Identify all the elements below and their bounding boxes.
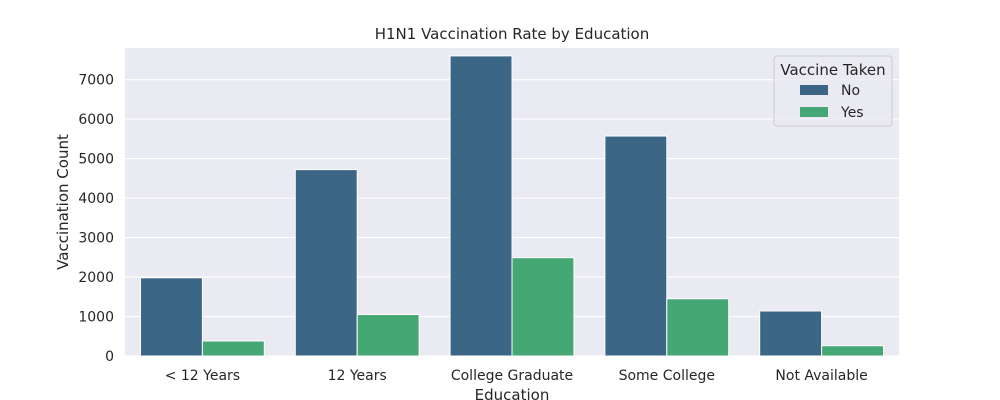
- y-tick-label: 4000: [78, 191, 114, 207]
- y-axis-label: Vaccination Count: [54, 134, 72, 270]
- y-tick-labels: 0 1000 2000 3000 4000 5000 6000 7000: [78, 73, 114, 365]
- bar-no-4: [759, 310, 823, 357]
- x-tick-label: College Graduate: [451, 368, 573, 384]
- x-tick-label: 12 Years: [328, 368, 387, 384]
- chart-title: H1N1 Vaccination Rate by Education: [375, 25, 650, 43]
- x-axis-label: Education: [475, 386, 550, 400]
- y-tick-label: 1000: [78, 310, 114, 326]
- legend-items: No Yes: [800, 83, 864, 121]
- x-tick-label: Some College: [619, 368, 715, 384]
- bar-yes-3: [666, 298, 730, 357]
- bar-yes-1: [356, 314, 420, 357]
- legend-label-no: No: [841, 83, 860, 99]
- y-tick-label: 3000: [78, 231, 114, 247]
- x-tick-labels: < 12 Years 12 Years College Graduate Some C…: [165, 368, 868, 384]
- bar-yes-0: [201, 340, 265, 357]
- bar-yes-4: [821, 345, 885, 357]
- y-tick-label: 5000: [78, 152, 114, 168]
- y-tick-label: 6000: [78, 112, 114, 128]
- x-tick-label: Not Available: [775, 368, 867, 384]
- bar-no-3: [604, 135, 668, 357]
- bars: [139, 55, 885, 357]
- y-tick-label: 0: [105, 349, 114, 365]
- legend: Vaccine Taken No Yes: [773, 55, 893, 127]
- legend-swatch-yes: [800, 107, 828, 117]
- bar-yes-2: [511, 257, 575, 357]
- bar-no-2: [449, 55, 513, 357]
- legend-label-yes: Yes: [840, 105, 864, 121]
- y-tick-label: 2000: [78, 270, 114, 286]
- x-tick-label: < 12 Years: [165, 368, 240, 384]
- bar-no-0: [139, 277, 203, 357]
- legend-swatch-no: [800, 85, 828, 95]
- bar-no-1: [294, 169, 358, 357]
- y-tick-label: 7000: [78, 73, 114, 89]
- legend-title: Vaccine Taken: [780, 61, 885, 79]
